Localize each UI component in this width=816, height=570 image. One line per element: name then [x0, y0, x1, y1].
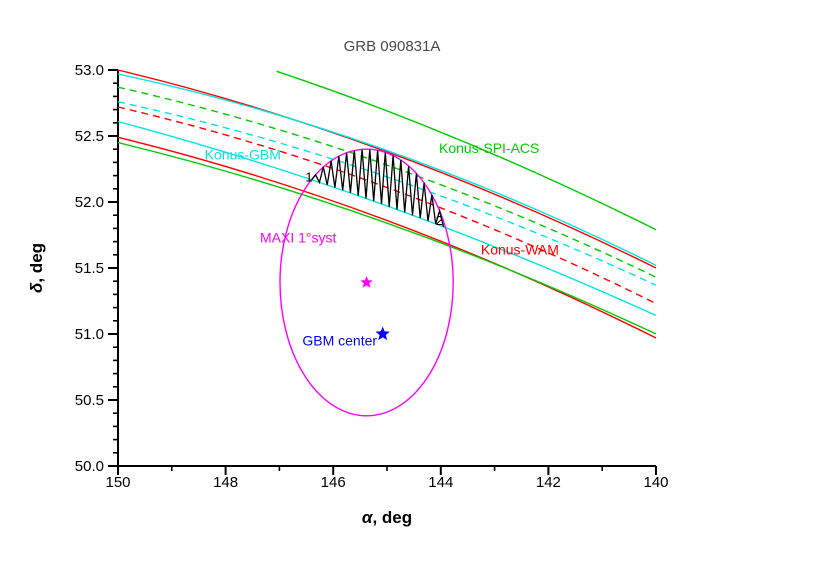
- curve-konus-spi-acs-upper-boundary: [276, 70, 657, 231]
- chart-title: GRB 090831A: [344, 38, 441, 55]
- gbm-center-star: [375, 326, 390, 341]
- x-tick-label: 148: [213, 474, 238, 491]
- y-tick-label: 52.0: [75, 194, 104, 211]
- annotation-konus-wam: Konus-WAM: [481, 241, 559, 257]
- hatch-layer: [311, 149, 445, 228]
- maxi-error-ellipse: [279, 148, 454, 417]
- curve-konus-gbm-lower-boundary: [117, 120, 657, 317]
- curve-konus-spi-acs-center-line: [117, 86, 657, 278]
- x-axis-title: α, deg: [362, 508, 412, 527]
- x-tick-label: 142: [536, 474, 561, 491]
- curve-konus-wam-upper-boundary: [117, 69, 657, 269]
- curve-konus-spi-acs-lower-boundary: [117, 141, 657, 335]
- x-tick-label: 144: [428, 474, 453, 491]
- y-tick-label: 50.5: [75, 392, 104, 409]
- annotation-gbm-center: GBM center: [302, 333, 377, 349]
- curve-konus-wam-lower-boundary: [117, 136, 657, 339]
- curve-konus-gbm-upper-boundary: [117, 73, 657, 267]
- axis-lines: [117, 70, 656, 467]
- ellipse-layer: [279, 148, 454, 417]
- y-tick-label: 53.0: [75, 62, 104, 79]
- curves-layer: [117, 69, 657, 339]
- annotation-maxi-1-syst: MAXI 1°syst: [260, 230, 337, 246]
- annotation-konus-gbm: Konus-GBM: [205, 146, 281, 162]
- y-tick-label: 51.5: [75, 260, 104, 277]
- annotation-1: 1: [305, 170, 312, 185]
- annotation-konus-spi-acs: Konus-SPI-ACS: [439, 140, 539, 156]
- curve-konus-gbm-center-line: [117, 101, 657, 286]
- y-tick-label: 51.0: [75, 326, 104, 343]
- y-axis-title: δ, deg: [27, 243, 46, 293]
- y-tick-label: 52.5: [75, 128, 104, 145]
- y-tick-label: 50.0: [75, 458, 104, 475]
- x-tick-label: 146: [321, 474, 346, 491]
- x-tick-label: 150: [105, 474, 130, 491]
- annulus-ellipse-hatch: [311, 149, 445, 228]
- curve-konus-wam-center-line: [117, 106, 657, 305]
- annotation-2: 2: [436, 213, 443, 228]
- annotations-layer: Konus-GBM Konus-SPI-ACS Konus-WAM MAXI 1°sy…: [205, 140, 559, 349]
- axes-layer: 150 148 146 144 142 140 53.0 52.5 52.0 51.5 51.0 50…: [75, 62, 669, 491]
- x-tick-label: 140: [643, 474, 668, 491]
- markers-layer: [360, 276, 390, 341]
- maxi-position-star: [360, 276, 373, 288]
